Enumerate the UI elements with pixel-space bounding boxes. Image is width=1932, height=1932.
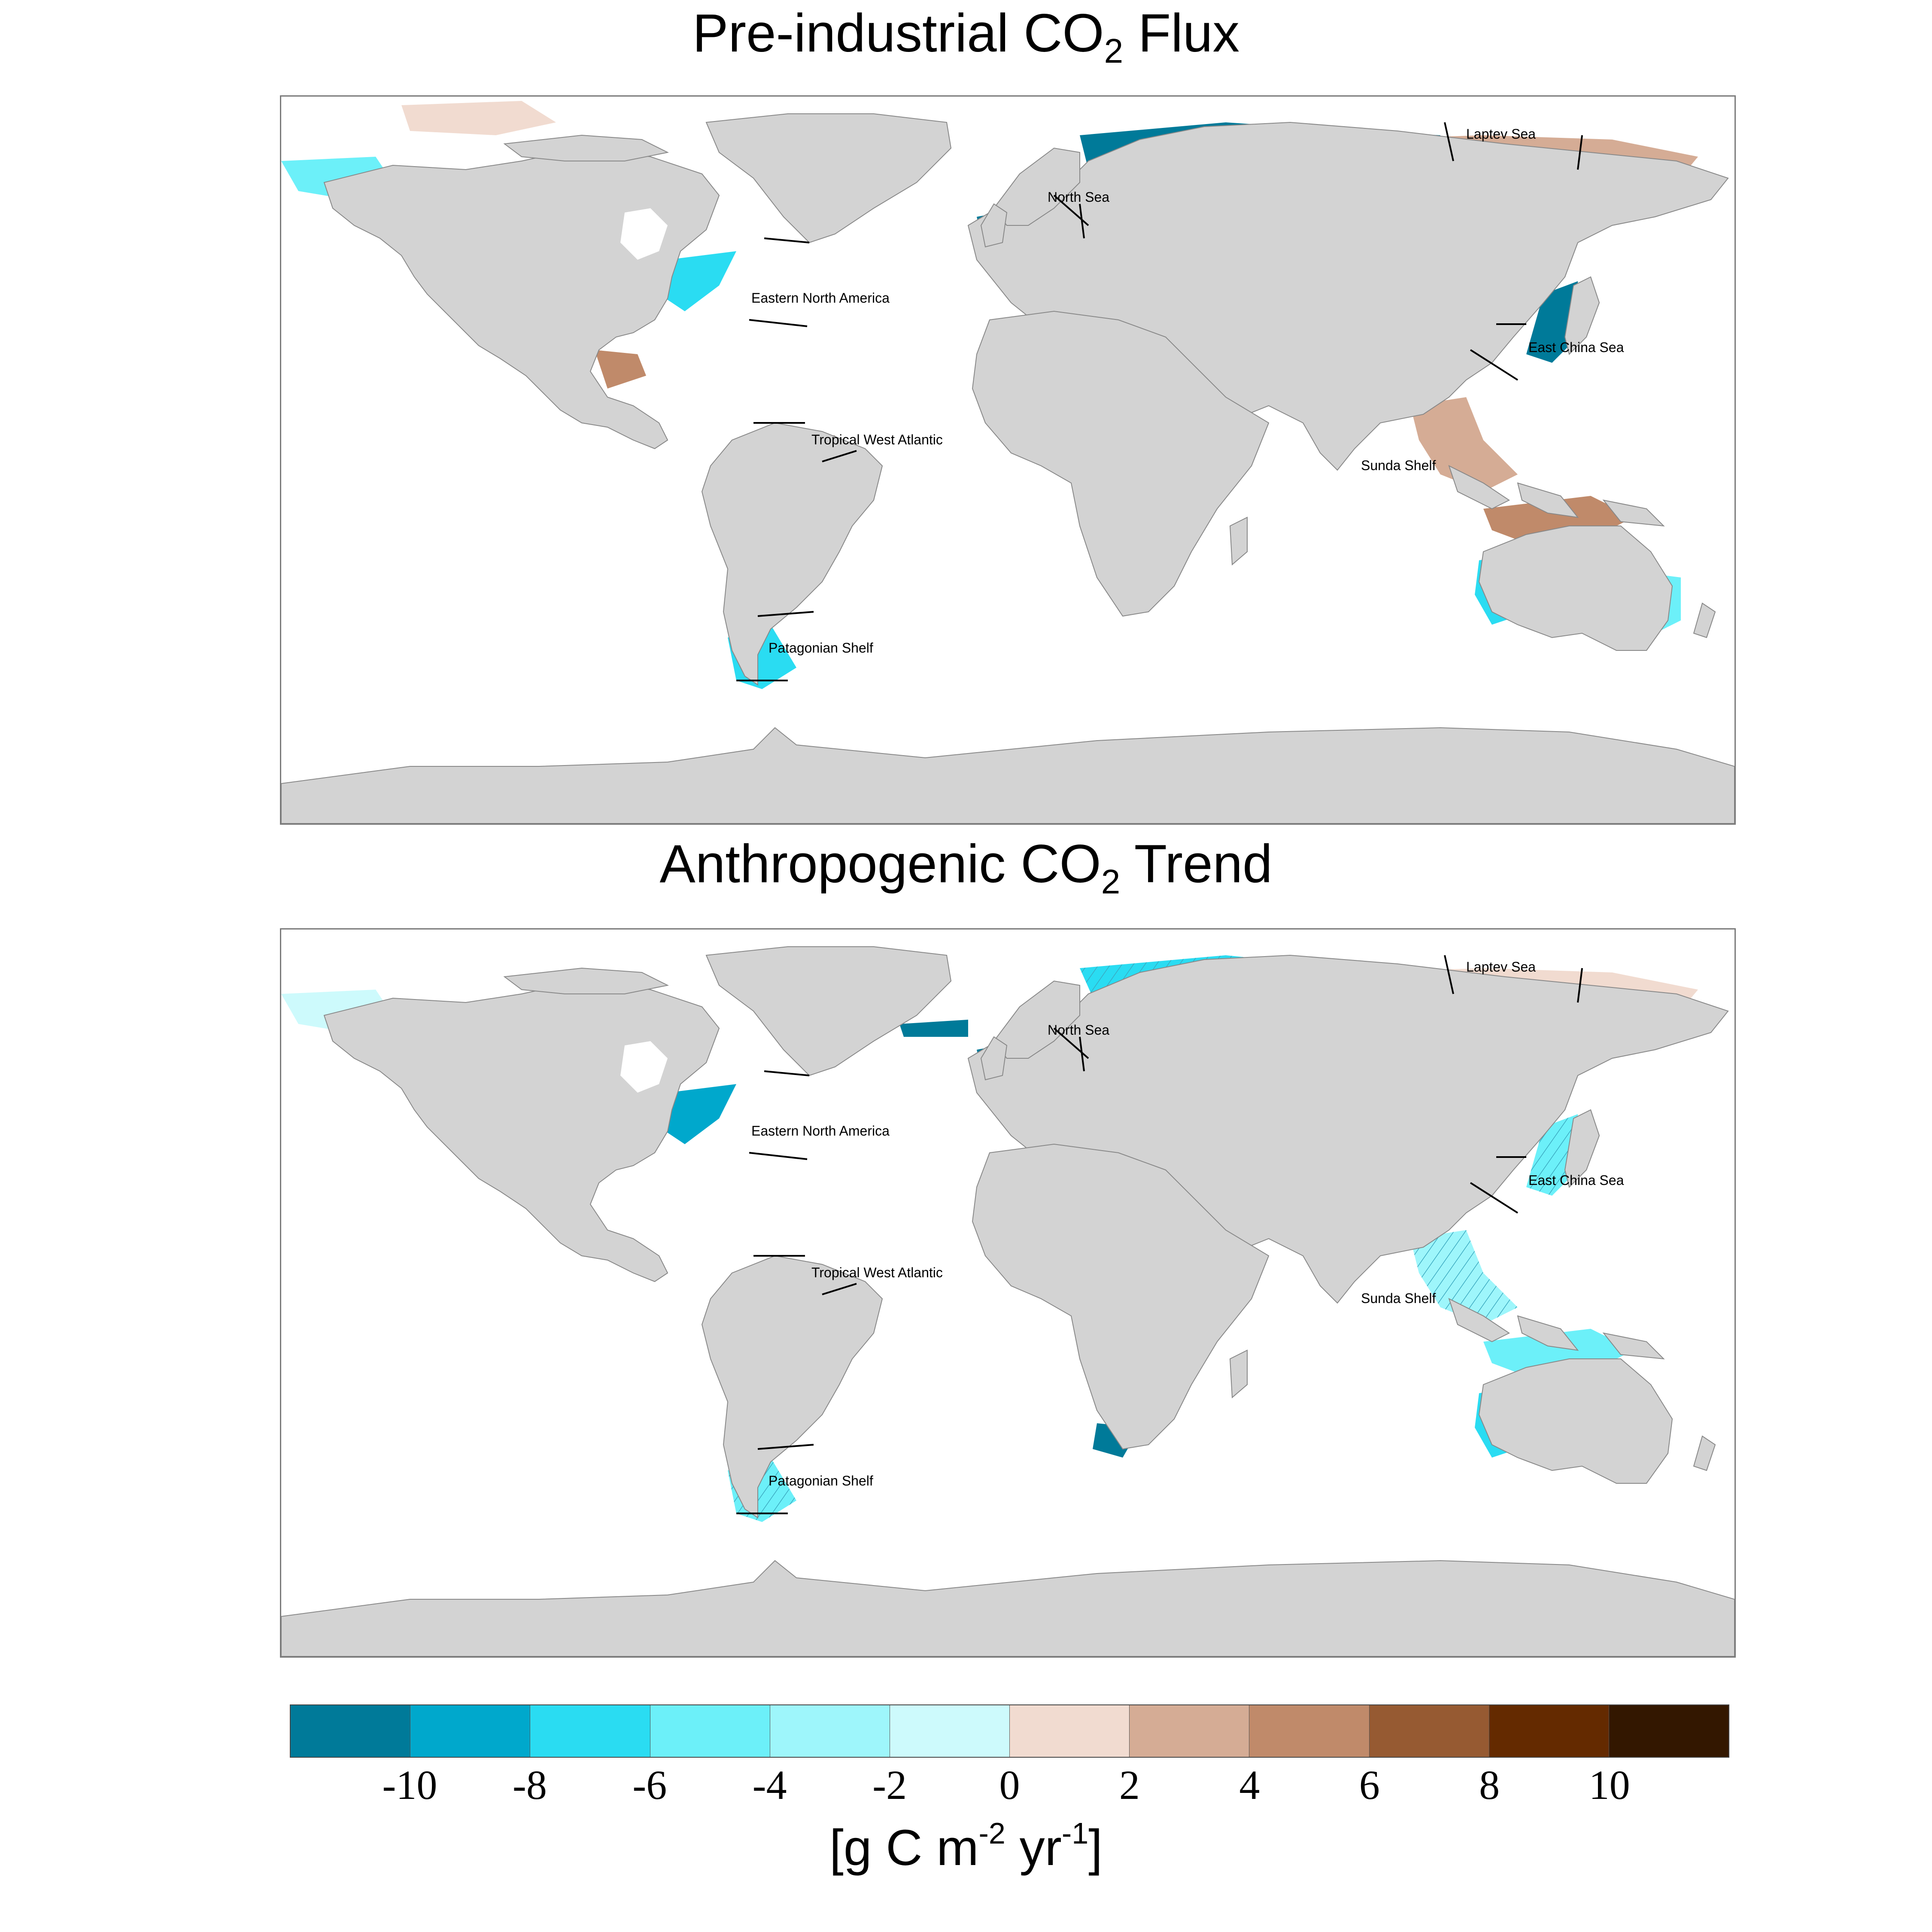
colorbar-cell bbox=[1609, 1705, 1729, 1757]
colorbar-tick-label: -2 bbox=[872, 1762, 907, 1808]
colorbar-units: [g C m-2 yr-1] bbox=[0, 1818, 1932, 1873]
colorbar-cell bbox=[1489, 1705, 1609, 1757]
panel2-title-sub: 2 bbox=[1101, 863, 1121, 901]
colorbar-tick-label: -10 bbox=[382, 1762, 437, 1808]
colorbar-cell bbox=[1249, 1705, 1370, 1757]
colorbar-tick-label: -6 bbox=[632, 1762, 667, 1808]
panel1-title-main: Pre-industrial CO bbox=[693, 3, 1104, 63]
panel2-title: Anthropogenic CO2 Trend bbox=[0, 837, 1932, 899]
colorbar-tick-label: 2 bbox=[1119, 1762, 1140, 1808]
label-east-china-sea: East China Sea bbox=[1528, 340, 1624, 355]
panel2-title-main: Anthropogenic CO bbox=[659, 834, 1101, 894]
label-east-china-sea: East China Sea bbox=[1528, 1173, 1624, 1188]
label-north-sea: North Sea bbox=[1048, 1022, 1109, 1038]
colorbar-cell bbox=[291, 1705, 411, 1757]
label-tropical-west-atlantic: Tropical West Atlantic bbox=[811, 432, 943, 447]
units-part-c: ] bbox=[1088, 1820, 1103, 1876]
label-eastern-north-america: Eastern North America bbox=[751, 290, 890, 306]
colorbar-cell bbox=[770, 1705, 890, 1757]
colorbar-cell bbox=[890, 1705, 1010, 1757]
colorbar-tick-label: 6 bbox=[1359, 1762, 1380, 1808]
colorbar bbox=[290, 1704, 1729, 1758]
colorbar-tick-label: 4 bbox=[1239, 1762, 1260, 1808]
label-sunda-shelf: Sunda Shelf bbox=[1361, 458, 1436, 473]
label-patagonian-shelf: Patagonian Shelf bbox=[769, 1473, 873, 1488]
panel2-title-tail: Trend bbox=[1120, 834, 1273, 894]
panel1-map: Laptev Sea North Sea Eastern North Ameri… bbox=[280, 95, 1736, 825]
colorbar-tick-label: 10 bbox=[1589, 1762, 1630, 1808]
panel2-map: Laptev Sea North Sea Eastern North Ameri… bbox=[280, 928, 1736, 1658]
panel1-title-tail: Flux bbox=[1123, 3, 1239, 63]
panel1-title: Pre-industrial CO2 Flux bbox=[0, 6, 1932, 68]
label-tropical-west-atlantic: Tropical West Atlantic bbox=[811, 1265, 943, 1280]
units-sup-2: -1 bbox=[1061, 1817, 1089, 1850]
region-markers bbox=[736, 955, 1583, 1514]
units-part-b: yr bbox=[1005, 1820, 1062, 1876]
label-north-sea: North Sea bbox=[1048, 189, 1109, 205]
colorbar-cell bbox=[1010, 1705, 1130, 1757]
colorbar-cell bbox=[1130, 1705, 1250, 1757]
colorbar-tick-label: -4 bbox=[752, 1762, 787, 1808]
colorbar-tick-label: -8 bbox=[512, 1762, 547, 1808]
colorbar-cell bbox=[410, 1705, 531, 1757]
label-patagonian-shelf: Patagonian Shelf bbox=[769, 640, 873, 656]
colorbar-cell bbox=[650, 1705, 770, 1757]
colorbar-cell bbox=[530, 1705, 650, 1757]
region-markers bbox=[736, 122, 1583, 681]
label-sunda-shelf: Sunda Shelf bbox=[1361, 1291, 1436, 1306]
land-mass bbox=[281, 946, 1735, 1656]
panel1-title-sub: 2 bbox=[1104, 32, 1124, 70]
colorbar-tick-label: 0 bbox=[999, 1762, 1020, 1808]
units-sup-1: -2 bbox=[978, 1817, 1005, 1850]
colorbar-cell bbox=[1369, 1705, 1489, 1757]
units-part-a: [g C m bbox=[829, 1820, 979, 1876]
colorbar-tick-label: 8 bbox=[1479, 1762, 1500, 1808]
label-laptev-sea: Laptev Sea bbox=[1466, 959, 1536, 975]
label-laptev-sea: Laptev Sea bbox=[1466, 126, 1536, 142]
land-mass bbox=[281, 113, 1735, 823]
label-eastern-north-america: Eastern North America bbox=[751, 1123, 890, 1139]
